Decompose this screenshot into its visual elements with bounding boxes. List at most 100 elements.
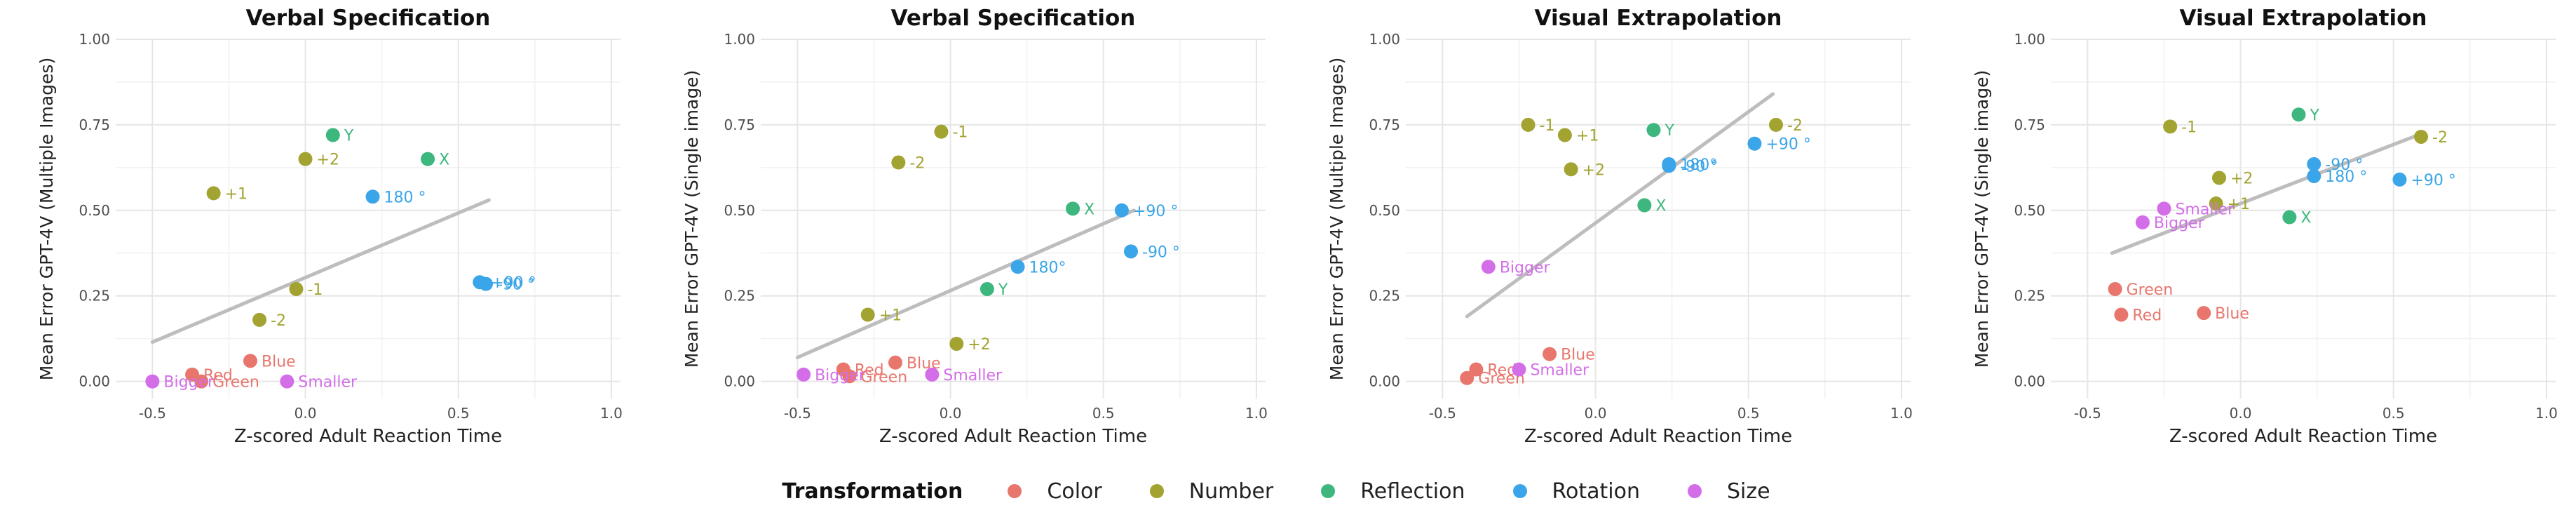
chart-title: Visual Extrapolation <box>2180 6 2427 31</box>
legend-item-size: Size <box>1687 479 1770 504</box>
x-tick-label: 0.5 <box>1092 405 1115 422</box>
chart-title: Visual Extrapolation <box>1535 6 1782 31</box>
point-label-bigger: Bigger <box>2154 215 2205 232</box>
x-axis-label: Z-scored Adult Reaction Time <box>2169 426 2437 447</box>
chart-panel-2: 0.00 0.25 0.50 0.75 1.00 -0.5 0.0 0.5 1.0 Verbal … <box>682 6 1268 447</box>
x-tick-label: -0.5 <box>1429 405 1456 422</box>
y-tick-label: 0.75 <box>724 116 755 133</box>
point-y <box>325 128 340 142</box>
point-label-1: -1 <box>952 124 968 142</box>
point-label-2: -2 <box>2432 129 2448 147</box>
point-label-90: -90 ° <box>1142 243 1180 261</box>
legend-label-reflection: Reflection <box>1360 479 1465 504</box>
point-label-1: +1 <box>1576 128 1599 145</box>
point-90 <box>479 276 493 291</box>
point-label-90: +90 ° <box>491 274 536 292</box>
point-green <box>194 374 209 389</box>
point-blue <box>2197 306 2211 321</box>
chart-panel-1: 0.00 0.25 0.50 0.75 1.00 -0.5 0.0 0.5 1.0 Verbal … <box>36 6 623 447</box>
point-label-x: X <box>439 152 449 169</box>
point-label-bigger: Bigger <box>163 374 215 392</box>
chart-panel-3: 0.00 0.25 0.50 0.75 1.00 -0.5 0.0 0.5 1.0 Visual … <box>1327 6 1913 447</box>
y-tick-label: 1.00 <box>79 31 110 48</box>
point-label-red: Red <box>1487 362 1517 380</box>
point-label-blue: Blue <box>1561 347 1595 364</box>
point-90 <box>1124 244 1138 259</box>
point-label-2: +2 <box>2230 170 2253 187</box>
point-label-y: Y <box>1664 122 1674 140</box>
x-tick-label: 0.5 <box>447 405 470 422</box>
y-tick-label: 0.75 <box>79 116 110 133</box>
point-x <box>1066 201 1080 216</box>
point-label-90: +90 ° <box>1765 136 1810 154</box>
point-2 <box>1769 117 1783 132</box>
y-tick-label: 0.75 <box>2014 116 2045 133</box>
x-tick-label: 0.0 <box>294 405 317 422</box>
point-2 <box>2414 129 2428 144</box>
point-label-x: X <box>1655 197 1666 215</box>
point-label-bigger: Bigger <box>815 367 866 384</box>
x-tick-label: 0.5 <box>2382 405 2405 422</box>
point-2 <box>891 155 906 170</box>
point-label-180: 180° <box>1680 156 1717 174</box>
point-bigger <box>145 374 160 389</box>
y-axis-label: Mean Error GPT-4V (Single image) <box>1972 70 1992 368</box>
point-label-90: -90 ° <box>497 276 535 294</box>
y-tick-label: 0.00 <box>79 373 110 390</box>
point-label-1: +1 <box>879 307 902 325</box>
point-green <box>1460 370 1475 385</box>
point-smaller <box>1512 362 1526 377</box>
chart-title: Verbal Specification <box>891 6 1136 31</box>
y-tick-label: 1.00 <box>2014 31 2045 48</box>
point-1 <box>1557 128 1572 142</box>
legend-item-number: Number <box>1149 479 1273 504</box>
legend-title: Transformation <box>782 479 963 504</box>
legend-label-size: Size <box>1726 479 1770 504</box>
y-tick-label: 0.25 <box>79 288 110 305</box>
legend-swatch-rotation <box>1512 484 1527 498</box>
point-bigger <box>1481 260 1496 274</box>
point-1 <box>289 281 304 296</box>
y-tick-label: 0.25 <box>724 288 755 305</box>
point-label-2: -2 <box>1787 117 1803 135</box>
point-x <box>421 152 435 166</box>
point-x <box>1637 198 1652 213</box>
x-tick-label: -0.5 <box>139 405 166 422</box>
point-label-2: +2 <box>968 336 990 354</box>
point-1 <box>2163 119 2178 134</box>
x-tick-label: 1.0 <box>600 405 623 422</box>
point-180 <box>1010 260 1025 274</box>
y-tick-label: 0.00 <box>1369 373 1400 390</box>
point-180 <box>2307 169 2321 184</box>
point-green <box>2108 281 2122 296</box>
point-y <box>2291 107 2306 122</box>
point-label-green: Green <box>212 374 259 392</box>
y-tick-label: 0.50 <box>724 202 755 219</box>
point-90 <box>1747 136 1762 151</box>
point-2 <box>298 152 313 166</box>
legend-item-color: Color <box>1008 479 1102 504</box>
chart-title: Verbal Specification <box>246 6 491 31</box>
point-label-2: -2 <box>909 155 925 173</box>
x-tick-label: 0.0 <box>2230 405 2252 422</box>
point-label-y: Y <box>2309 107 2319 124</box>
legend-swatch-reflection <box>1321 484 1336 498</box>
point-x <box>2282 210 2297 225</box>
point-label-bigger: Bigger <box>1500 259 1551 276</box>
y-tick-label: 1.00 <box>724 31 755 48</box>
point-label-2: +2 <box>317 152 339 169</box>
x-tick-label: 1.0 <box>1245 405 1268 422</box>
y-tick-label: 0.25 <box>1369 288 1400 305</box>
point-90 <box>1662 159 1676 173</box>
point-label-2: -2 <box>271 312 286 330</box>
y-tick-label: 0.00 <box>724 373 755 390</box>
point-1 <box>206 186 221 201</box>
point-2 <box>252 312 267 327</box>
point-label-2: +2 <box>1582 161 1605 179</box>
point-label-red: Red <box>2132 307 2162 325</box>
point-90 <box>1114 203 1129 218</box>
point-2 <box>1564 162 1578 177</box>
x-tick-label: 1.0 <box>2535 405 2558 422</box>
y-tick-label: 0.50 <box>79 202 110 219</box>
